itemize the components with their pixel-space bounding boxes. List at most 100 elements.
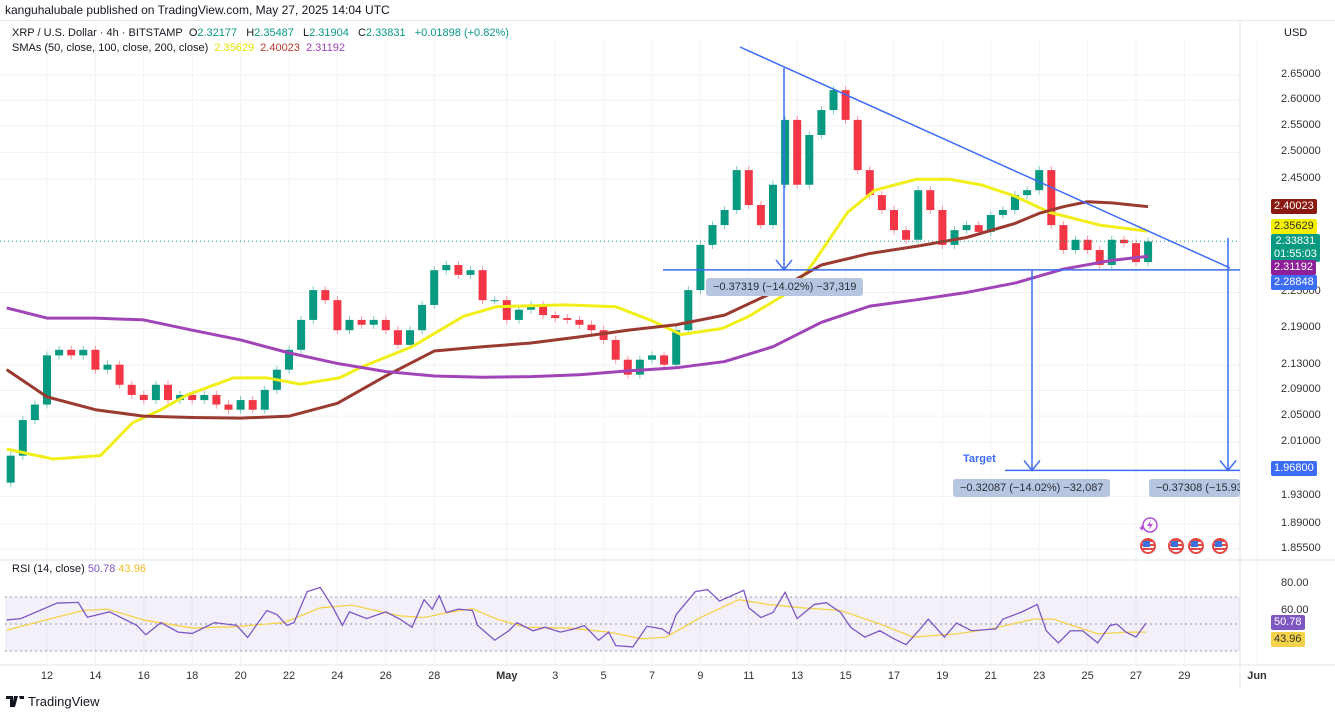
candle <box>781 119 790 185</box>
candle <box>914 190 923 240</box>
time-tick-label: 13 <box>791 670 804 682</box>
time-tick-label: 22 <box>282 670 296 682</box>
us-economic-event-icon[interactable] <box>1168 538 1184 554</box>
candle <box>1035 170 1044 191</box>
sma50-price-tag: 2.35629 <box>1271 219 1317 234</box>
publisher-line: kanguhalubale published on TradingView.c… <box>5 3 390 17</box>
candle <box>684 290 693 331</box>
candle <box>357 319 366 325</box>
low-label: L <box>302 27 310 39</box>
candle <box>418 304 427 331</box>
candle <box>611 339 620 360</box>
time-tick-label: 11 <box>743 670 755 682</box>
candle <box>805 135 814 185</box>
candle <box>236 400 245 410</box>
target-label[interactable]: Target <box>963 453 996 465</box>
rsi-label[interactable]: RSI (14, close) <box>12 563 85 575</box>
sma50-value: 2.35629 <box>214 42 255 54</box>
descending-trendline <box>739 46 1231 269</box>
time-tick-label: 12 <box>40 670 54 682</box>
sma100-price-tag: 2.40023 <box>1271 199 1317 214</box>
candle <box>1083 239 1092 251</box>
tradingview-logo-icon <box>6 696 24 707</box>
price-tick-label: 2.45000 <box>1281 172 1321 185</box>
sma-legend-label[interactable]: SMAs (50, close, 100, close, 200, close) <box>12 42 209 54</box>
candle <box>551 315 560 319</box>
candle <box>55 349 64 356</box>
open-value: 2.32177 <box>197 27 238 39</box>
support-price-tag: 2.28848 <box>1271 275 1317 290</box>
candle <box>1095 250 1104 265</box>
rsi-tick-label: 80.00 <box>1281 576 1309 589</box>
price-tick-label: 2.65000 <box>1281 68 1321 80</box>
candle <box>563 318 572 320</box>
candle <box>986 215 995 232</box>
time-tick-label: 9 <box>697 670 704 682</box>
us-economic-event-icon[interactable] <box>1140 538 1156 554</box>
last-price: 2.33831 <box>1275 235 1316 247</box>
candle <box>732 170 741 211</box>
price-tick-label: 2.09000 <box>1281 383 1321 396</box>
time-tick-label: 3 <box>552 670 559 682</box>
candle <box>285 349 293 370</box>
bar-countdown: 01:55:03 <box>1274 248 1317 260</box>
candle <box>224 404 233 410</box>
candle <box>309 290 318 320</box>
candle <box>321 290 330 301</box>
arrow-head-icon <box>1023 459 1041 472</box>
candle <box>962 225 971 231</box>
candle <box>490 300 499 302</box>
price-tick-label: 2.05000 <box>1281 409 1321 422</box>
time-tick-label: 25 <box>1081 670 1094 682</box>
us-economic-event-icon[interactable] <box>1212 538 1228 554</box>
candle <box>1059 225 1068 251</box>
arrow-head-icon <box>775 259 793 272</box>
measure-label-right[interactable]: −0.37308 (−15.93%) −37,308 <box>1149 479 1240 497</box>
candle <box>1144 241 1153 263</box>
time-tick-label: 7 <box>648 670 656 682</box>
candle <box>841 90 850 120</box>
candle <box>406 330 414 345</box>
candle <box>623 359 632 375</box>
currency-label[interactable]: USD <box>1284 27 1308 39</box>
candle <box>877 195 886 211</box>
measure-label-top[interactable]: −0.37319 (−14.02%) −37,319 <box>706 278 864 296</box>
low-value: 2.31904 <box>309 27 349 39</box>
candle <box>539 304 548 316</box>
candle <box>1119 239 1128 244</box>
rsi-ma-tag: 43.96 <box>1271 632 1305 647</box>
candle <box>660 355 669 365</box>
time-tick-label: 27 <box>1129 670 1143 682</box>
candle <box>103 364 112 370</box>
rsi-value: 50.78 <box>87 563 116 575</box>
close-value: 2.33831 <box>365 27 406 39</box>
candle <box>502 300 511 320</box>
candle <box>648 355 656 360</box>
price-tick-label: 2.55000 <box>1281 119 1321 132</box>
measure-label-left[interactable]: −0.32087 (−14.02%) −32,087 <box>953 479 1111 497</box>
open-label: O <box>188 27 198 39</box>
candle <box>998 210 1007 216</box>
us-economic-event-icon[interactable] <box>1188 538 1204 554</box>
candle <box>345 319 354 331</box>
time-tick-label: May <box>496 670 518 682</box>
price-tick-label: 1.89000 <box>1281 517 1321 530</box>
lightning-event-icon[interactable] <box>1138 515 1160 535</box>
candle <box>974 225 983 232</box>
candle <box>115 364 124 385</box>
last-price-tag: 2.33831 01:55:03 <box>1271 234 1320 262</box>
symbol-title[interactable]: XRP / U.S. Dollar · 4h · BITSTAMP <box>12 27 183 39</box>
candle <box>829 90 838 111</box>
candle <box>865 170 874 196</box>
footer-brand[interactable]: TradingView <box>6 694 100 709</box>
target-price-tag: 1.96800 <box>1271 461 1317 476</box>
candle <box>1011 195 1019 211</box>
candle <box>139 394 148 401</box>
candles <box>6 86 1153 487</box>
candle <box>696 244 705 291</box>
candle <box>817 110 826 136</box>
candle <box>454 264 463 275</box>
candle <box>793 119 802 185</box>
time-tick-label: 20 <box>234 670 247 682</box>
